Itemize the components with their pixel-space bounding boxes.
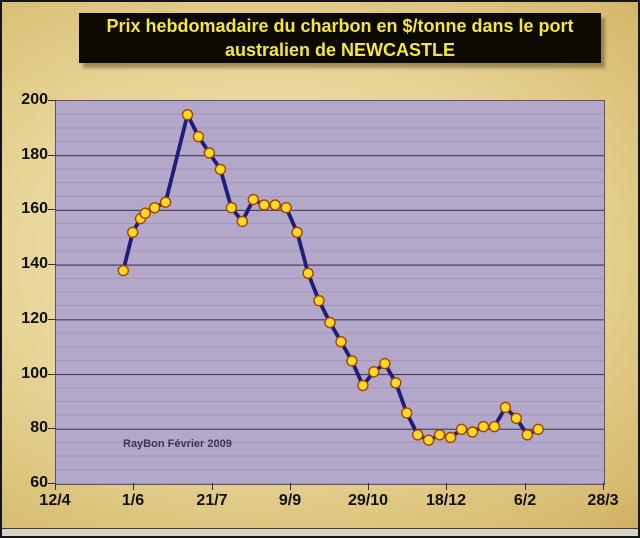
data-point-marker <box>159 196 172 208</box>
data-point-marker <box>422 434 435 446</box>
x-axis-label: 21/7 <box>196 492 228 509</box>
data-point-marker <box>455 423 468 435</box>
data-point-marker <box>192 130 205 143</box>
y-axis-tick <box>48 319 56 320</box>
y-axis-label: 80 <box>30 419 48 437</box>
y-axis-label: 200 <box>21 91 48 108</box>
y-axis-tick <box>48 374 56 375</box>
data-point-marker <box>466 426 479 438</box>
data-point-marker <box>139 207 151 219</box>
data-point-marker <box>532 423 544 435</box>
y-axis-label: 120 <box>21 309 48 327</box>
x-axis-tick <box>525 483 526 490</box>
x-axis-tick <box>446 483 447 490</box>
data-point-marker <box>247 193 260 206</box>
data-point-marker <box>214 163 227 176</box>
data-point-marker <box>521 429 533 441</box>
data-point-marker <box>313 294 325 307</box>
chart-title-line1: Prix hebdomadaire du charbon en $/tonne … <box>106 16 574 36</box>
y-axis-tick <box>48 483 56 484</box>
chart-title: Prix hebdomadaire du charbon en $/tonne … <box>79 13 601 63</box>
data-point-marker <box>510 412 522 424</box>
x-axis-tick <box>290 483 291 490</box>
y-axis-label: 160 <box>21 200 48 218</box>
y-axis-label: 180 <box>21 145 48 163</box>
data-point-marker <box>379 357 391 370</box>
data-point-marker <box>291 226 303 239</box>
data-point-marker <box>368 366 380 378</box>
data-point-marker <box>117 264 130 277</box>
data-point-marker <box>412 429 424 441</box>
data-point-marker <box>433 429 446 441</box>
x-axis-label: 28/3 <box>587 492 619 509</box>
y-axis-tick <box>48 100 56 101</box>
x-axis-label: 1/6 <box>121 492 145 509</box>
y-axis-label: 60 <box>30 474 48 491</box>
x-axis-label: 18/12 <box>425 492 467 509</box>
x-axis-tick <box>212 483 213 490</box>
data-point-marker <box>203 147 216 159</box>
y-axis-tick <box>48 428 56 429</box>
x-axis-label: 9/9 <box>278 492 302 509</box>
y-axis-label: 140 <box>21 255 48 273</box>
x-axis-label: 6/2 <box>513 492 537 509</box>
data-point-marker <box>236 215 249 228</box>
x-axis-label: 29/10 <box>347 492 389 509</box>
data-point-marker <box>126 226 139 239</box>
y-axis-tick <box>48 155 56 156</box>
data-point-marker <box>390 377 402 389</box>
data-point-marker <box>488 420 501 433</box>
x-axis-label: 12/4 <box>39 492 71 509</box>
data-point-marker <box>401 407 413 419</box>
data-point-marker <box>148 201 161 214</box>
data-point-marker <box>225 201 238 214</box>
data-point-marker <box>181 108 194 121</box>
y-axis-label: 100 <box>21 364 48 382</box>
x-axis-tick <box>55 483 56 490</box>
data-point-marker <box>324 316 336 329</box>
data-point-marker <box>335 335 347 348</box>
data-point-marker <box>346 355 358 367</box>
gold-background-panel: Prix hebdomadaire du charbon en $/tonne … <box>2 2 638 529</box>
y-axis-tick <box>48 264 56 265</box>
data-point-marker <box>302 267 314 280</box>
data-point-marker <box>269 199 281 211</box>
source-annotation: RayBon Février 2009 <box>123 438 232 450</box>
price-line-chart <box>56 108 604 446</box>
data-point-marker <box>357 379 369 392</box>
x-axis-tick <box>603 483 604 490</box>
y-axis-tick <box>48 209 56 210</box>
x-axis-tick <box>368 483 369 490</box>
data-point-marker <box>499 401 512 414</box>
x-axis-tick <box>133 483 134 490</box>
data-point-marker <box>477 420 490 433</box>
data-point-marker <box>280 201 292 214</box>
chart-title-line2: australien de NEWCASTLE <box>224 40 456 60</box>
data-point-marker <box>444 431 457 444</box>
plot-area: RayBon Février 2009 <box>55 100 605 485</box>
price-line <box>121 112 541 443</box>
data-point-marker <box>258 199 270 211</box>
